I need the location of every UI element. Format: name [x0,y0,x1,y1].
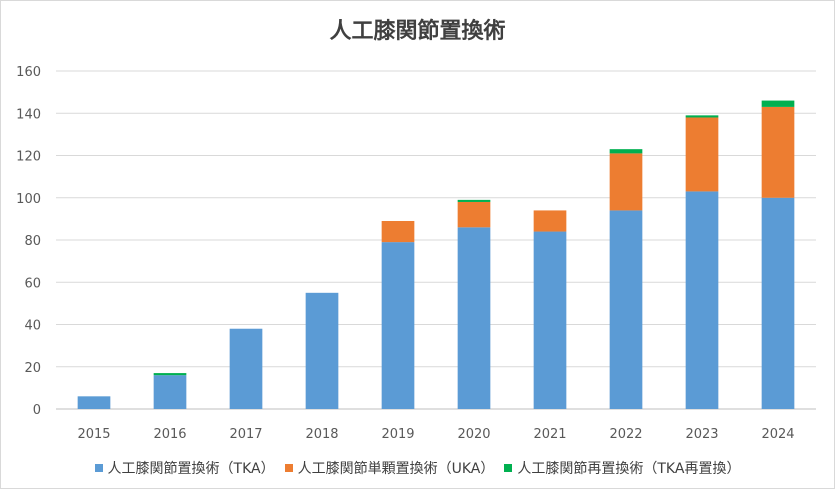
x-tick-label: 2017 [229,427,262,442]
y-tick-label: 140 [16,107,41,122]
bar-segment [77,396,111,409]
legend-swatch [284,464,293,472]
y-tick-label: 40 [24,319,41,334]
y-tick-label: 120 [16,150,41,165]
x-tick-label: 2016 [153,427,186,442]
y-tick-label: 20 [24,361,41,376]
legend-swatch [94,464,103,472]
x-tick-label: 2019 [381,427,414,442]
x-tick-label: 2021 [533,427,566,442]
bar-segment [381,220,415,243]
bar-segment [457,201,491,228]
bar-segment [153,373,187,376]
bar-segment [305,292,339,409]
bar-segment [457,227,491,409]
legend-item: 人工膝関節再置換術（TKA再置換） [504,458,740,478]
y-tick-label: 0 [33,403,41,418]
bar-segment [229,328,263,409]
y-tick-label: 60 [24,276,41,291]
bar-segment [761,106,795,198]
chart-plot: 0 20 40 60 80 100 120 140 160 2015 2016 2017 2018 201… [16,65,816,442]
x-tick-label: 2015 [77,427,110,442]
bar-segment [685,117,719,192]
chart-legend: 人工膝関節置換術（TKA） 人工膝関節単顆置換術（UKA） 人工膝関節再置換術（TK… [1,458,834,478]
bar-segment [609,149,643,154]
chart-title: 人工膝関節置換術 [329,19,506,44]
bar-segment [153,375,187,409]
legend-label: 人工膝関節置換術（TKA） [107,461,275,477]
legend-label: 人工膝関節再置換術（TKA再置換） [517,461,741,477]
legend-item: 人工膝関節置換術（TKA） [94,458,275,478]
y-tick-label: 160 [16,65,41,80]
y-tick-label: 100 [16,192,41,207]
bar-segment [761,197,795,409]
legend-label: 人工膝関節単顆置換術（UKA） [297,461,495,477]
bar-segment [685,115,719,118]
x-tick-label: 2023 [685,427,718,442]
x-tick-label: 2022 [609,427,642,442]
legend-item: 人工膝関節単顆置換術（UKA） [284,458,495,478]
bar-segment [381,242,415,409]
x-tick-label: 2018 [305,427,338,442]
legend-swatch [504,464,513,472]
bar-segment [533,231,567,409]
y-tick-label: 80 [24,234,41,249]
bar-segment [457,199,491,202]
x-tick-label: 2020 [457,427,490,442]
bar-segment [533,210,567,232]
bar-segment [685,191,719,409]
x-tick-label: 2024 [761,427,794,442]
bar-segment [609,210,643,409]
bar-segment [761,100,795,107]
bar-segment [609,153,643,211]
